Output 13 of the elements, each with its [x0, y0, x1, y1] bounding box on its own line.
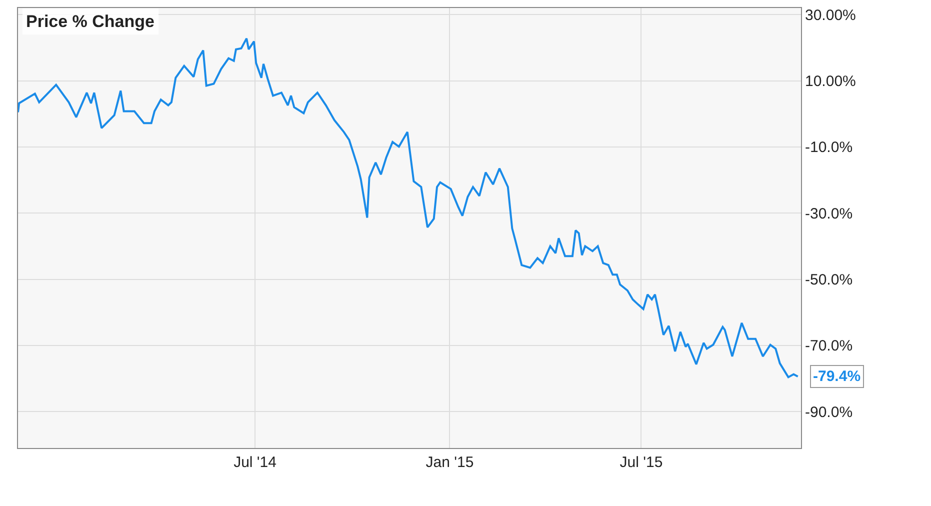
line-series: [18, 37, 799, 378]
annotation: -79.4%: [813, 368, 861, 385]
x-tick-label: Jul '15: [620, 454, 663, 471]
y-tick-label: -50.0%: [805, 272, 853, 289]
y-tick-label: 10.00%: [805, 73, 856, 90]
x-tick-label: Jul '14: [234, 454, 276, 471]
y-tick-label: -70.0%: [805, 338, 853, 355]
y-tick-label: -90.0%: [805, 404, 853, 421]
y-tick-label: -30.0%: [805, 205, 853, 222]
y-tick-label: -10.0%: [805, 139, 853, 156]
x-tick-label: Jan '15: [426, 454, 474, 471]
y-tick-label: 30.00%: [805, 6, 856, 24]
chart-title: Price % Change: [26, 12, 154, 31]
